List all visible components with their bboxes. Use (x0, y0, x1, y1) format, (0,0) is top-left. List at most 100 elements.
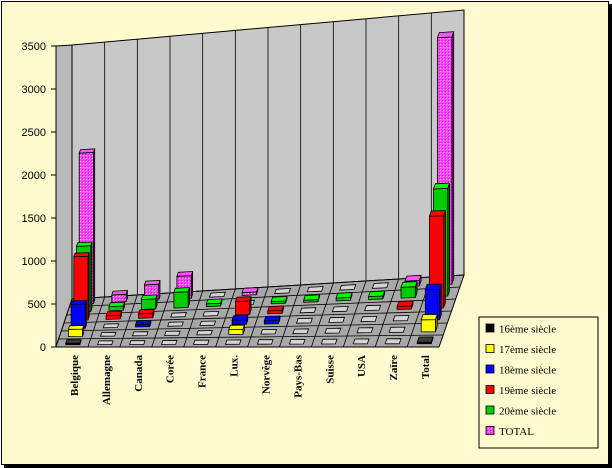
legend-swatch (485, 364, 495, 374)
bar-3-11 (392, 315, 410, 322)
legend-entry: 17ème siècle (499, 344, 556, 356)
x-tick-label: France (197, 355, 209, 388)
y-tick-label: 1000 (22, 256, 46, 268)
bar-3-9 (328, 316, 346, 323)
legend-swatch (485, 385, 495, 394)
bar-3-5 (199, 320, 217, 326)
bar-5-4 (173, 287, 191, 309)
bar-2-6 (228, 324, 245, 335)
legend-swatch (485, 344, 495, 353)
bar-3-10 (360, 315, 378, 323)
y-axis: 0 500 1000 1500 2000 2500 3000 3500 (22, 41, 57, 354)
bar-1-3 (129, 340, 146, 345)
floor-gridline (66, 298, 456, 316)
bar-4-2 (105, 310, 123, 320)
legend-box (478, 316, 599, 449)
bar-3-7 (263, 315, 281, 325)
y-tick-label: 3500 (22, 41, 46, 53)
x-tick-label: Total (420, 355, 432, 379)
bar-2-12 (420, 313, 438, 333)
bar-5-2 (108, 301, 126, 312)
floor-gridline (58, 334, 444, 340)
legend: 16ème siècle 17ème siècle 18ème siècle 19èm… (478, 316, 599, 449)
bar-1-10 (352, 338, 370, 345)
bar-2-1 (67, 325, 85, 338)
bar-4-3 (137, 308, 155, 319)
bar-6-6 (241, 287, 259, 296)
x-tick-label: Lux. (229, 355, 241, 377)
bar-2-5 (196, 330, 213, 336)
bar-5-11 (400, 281, 418, 299)
bar-3-4 (167, 321, 184, 327)
bar-2-9 (324, 327, 342, 334)
x-tick-label: Corée (165, 355, 177, 383)
legend-entry: 16ème siècle (499, 324, 556, 336)
bar-5-10 (368, 290, 386, 300)
legend-swatch (485, 323, 495, 333)
bar-5-7 (270, 296, 288, 305)
bar-5-5 (205, 298, 223, 308)
bar-4-8 (299, 307, 317, 314)
bar-6-2 (111, 289, 128, 303)
bar-1-12 (416, 336, 434, 345)
bar-1-9 (320, 338, 338, 345)
bar-1-5 (192, 339, 210, 345)
y-tick-label: 0 (40, 342, 46, 354)
bar-3-8 (295, 317, 313, 324)
bar-1-4 (160, 339, 178, 345)
y-tick-label: 2500 (22, 127, 46, 139)
bar-1-8 (288, 338, 306, 345)
bar-2-8 (292, 328, 310, 335)
legend-entry: TOTAL (499, 426, 534, 438)
x-tick-label: Belgique (69, 355, 81, 396)
bar-5-8 (303, 294, 321, 303)
bar-4-9 (331, 305, 349, 313)
legend-swatch (485, 426, 495, 435)
legend-entry: 20ème siècle (499, 406, 556, 418)
bar-6-5 (208, 291, 226, 298)
legend-swatch (485, 405, 495, 415)
bar-2-2 (99, 331, 117, 337)
bar-3-2 (102, 323, 120, 329)
bar-4-11 (396, 300, 414, 310)
y-tick-label: 3000 (22, 84, 46, 96)
legend-entry: 18ème siècle (499, 365, 556, 377)
bar-2-11 (388, 326, 406, 333)
bar-1-7 (256, 339, 274, 345)
legend-entry: 19ème siècle (499, 385, 556, 397)
bar-3-1 (70, 299, 88, 329)
bar-2-10 (356, 327, 374, 334)
floor-gridline (69, 286, 460, 308)
chart-bars (65, 31, 455, 346)
bar-6-10 (371, 282, 389, 289)
bar-2-4 (164, 330, 181, 336)
x-axis: Belgique Allemagne Canada Corée France Lux. No… (69, 354, 432, 405)
bar-1-1 (65, 339, 82, 346)
side-wall (55, 44, 73, 348)
floor-gridline (63, 310, 452, 324)
bar-1-11 (384, 338, 402, 345)
bar-1-6 (224, 339, 242, 345)
bar-6-7 (274, 287, 292, 295)
bar-3-12 (424, 283, 442, 321)
y-tick-label: 500 (28, 299, 46, 311)
bar-3-6 (231, 314, 249, 326)
bar-4-4 (170, 312, 187, 318)
bar-4-10 (364, 304, 382, 312)
x-tick-label: Pays-Bas (292, 354, 304, 398)
bar-6-9 (339, 284, 357, 291)
bar-4-6 (234, 296, 252, 316)
bar-2-7 (260, 328, 278, 335)
y-tick-label: 1500 (22, 213, 46, 225)
bar-5-3 (140, 294, 158, 310)
x-tick-label: Zaïre (388, 355, 400, 381)
floor-gridline (61, 322, 448, 332)
x-tick-label: Allemagne (101, 355, 113, 405)
x-tick-label: Canada (133, 355, 145, 392)
bar-2-3 (131, 331, 149, 337)
bar-3-3 (134, 319, 152, 328)
bar-6-8 (306, 286, 324, 293)
x-tick-label: USA (356, 355, 368, 377)
y-tick-label: 2000 (22, 170, 46, 182)
